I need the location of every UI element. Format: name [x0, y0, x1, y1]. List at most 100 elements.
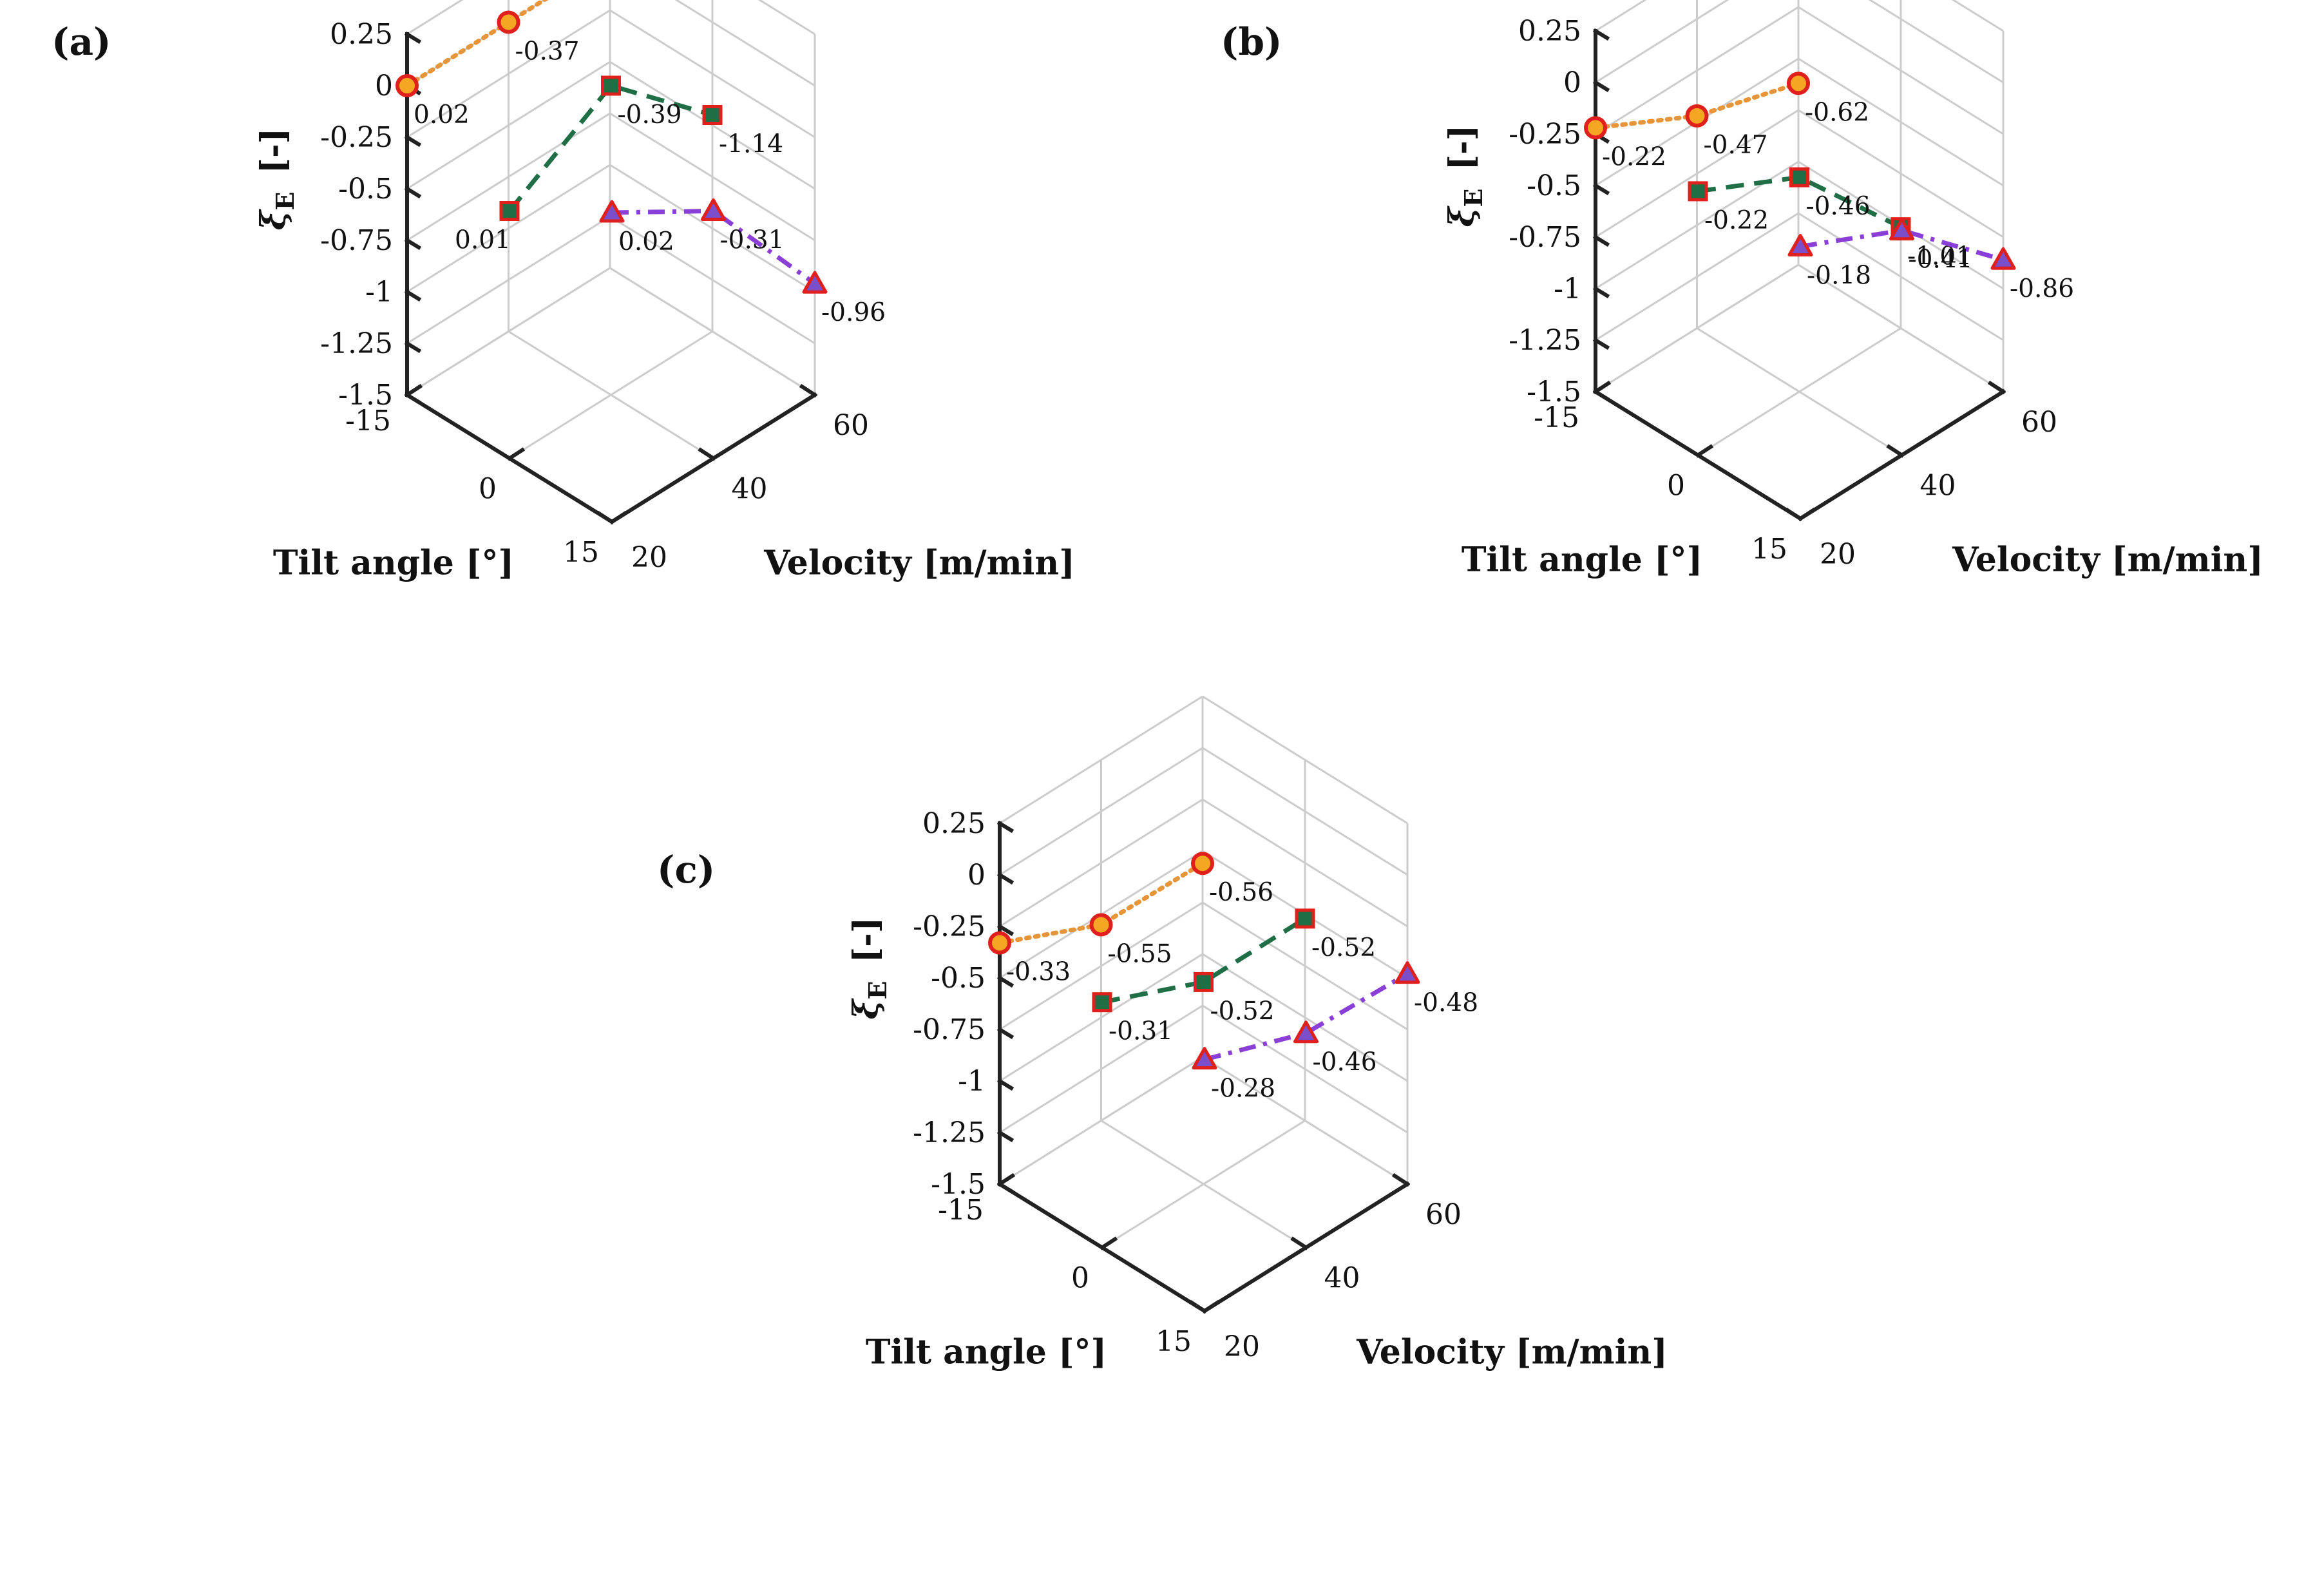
- tilt-tick-label: -15: [1534, 401, 1579, 434]
- z-tick-label: -0.5: [931, 962, 986, 995]
- data-label: -0.31: [1109, 1017, 1173, 1046]
- z-axis-symbol: ξ: [1442, 205, 1481, 227]
- data-label: 0.01: [455, 226, 511, 255]
- data-point-square: [1092, 992, 1112, 1013]
- data-label: -0.55: [1108, 940, 1172, 969]
- tilt-tick-label: -15: [345, 405, 391, 437]
- tilt-tick-mark: [506, 447, 526, 461]
- z-tick-label: -1.5: [931, 1168, 986, 1201]
- velocity-tick-label: 20: [1820, 538, 1856, 571]
- wall-grid-line: [1595, 0, 1647, 32]
- data-label: -0.48: [1414, 989, 1478, 1018]
- z-tick-mark: [1592, 285, 1610, 299]
- z-tick-mark: [996, 923, 1014, 937]
- velocity-axis-label: Velocity [m/min]: [1952, 540, 2263, 580]
- data-point-triangle: [802, 271, 828, 294]
- z-axis-suffix: [-]: [846, 917, 886, 975]
- series-dashdot: 0.02 -0.31 -0.96: [599, 198, 886, 327]
- wall-grid-line: [1951, 0, 2004, 32]
- data-point-square: [1789, 167, 1809, 187]
- z-axis-suffix: [-]: [254, 128, 293, 186]
- data-point-square: [1295, 908, 1315, 929]
- floor-grid-line: [509, 330, 713, 459]
- z-axis-symbol: ξ: [254, 208, 293, 230]
- data-point-circle: [1191, 852, 1214, 875]
- velocity-tick-mark: [1784, 507, 1804, 522]
- z-tick-label: -1.25: [320, 327, 393, 360]
- z-axis-label: ξE [-]: [1442, 125, 1488, 227]
- data-point-triangle: [1787, 234, 1813, 257]
- z-tick-label: -1: [958, 1065, 986, 1098]
- tilt-tick-mark: [1695, 444, 1714, 458]
- z-tick-label: -0.75: [913, 1013, 986, 1046]
- series-line: [611, 208, 817, 286]
- tilt-tick-label: 15: [1751, 533, 1787, 566]
- z-tick-mark: [1592, 234, 1610, 247]
- z-tick-label: 0: [967, 859, 986, 892]
- z-tick-mark: [1592, 28, 1610, 41]
- data-point-circle: [988, 931, 1011, 955]
- tilt-tick-mark: [1797, 507, 1816, 522]
- velocity-tick-label: 40: [1920, 470, 1956, 502]
- velocity-tick-label: 60: [833, 409, 869, 442]
- tilt-tick-mark: [609, 510, 628, 525]
- z-tick-label: 0.25: [1518, 15, 1581, 48]
- tilt-axis-label: Tilt angle [°]: [866, 1333, 1107, 1372]
- z-tick-mark: [404, 289, 422, 302]
- data-point-square: [702, 105, 723, 125]
- z-tick-label: -0.25: [1509, 118, 1581, 151]
- data-label: -0.41: [1909, 245, 1973, 274]
- velocity-tick-label: 60: [1425, 1198, 1462, 1231]
- tilt-axis-label: Tilt angle [°]: [273, 544, 514, 583]
- z-axis-subscript: E: [271, 192, 300, 211]
- z-tick-mark: [404, 186, 422, 199]
- chart-panel-1: (a) 20 40 60 -15 0 15 0.25 0 -0.25 -0.5 -0.75 -1 -1.2…: [52, 0, 1075, 583]
- velocity-tick-mark: [1188, 1299, 1208, 1314]
- z-tick-mark: [996, 1078, 1014, 1091]
- data-point-triangle: [1990, 247, 2016, 270]
- z-tick-mark: [404, 31, 422, 44]
- data-point-circle: [1584, 116, 1607, 140]
- series-dashed: -0.22 -0.46 -1.01: [1688, 167, 1972, 271]
- data-label: -0.46: [1313, 1048, 1377, 1077]
- velocity-tick-mark: [1391, 1172, 1411, 1187]
- z-tick-mark: [1592, 337, 1610, 350]
- data-label: -0.56: [1209, 878, 1273, 907]
- data-label: -0.28: [1211, 1075, 1275, 1104]
- data-point-square: [499, 201, 520, 221]
- z-tick-label: -0.25: [320, 121, 393, 154]
- series-dashed: -0.31 -0.52 -0.52: [1092, 908, 1376, 1046]
- z-tick-mark: [1592, 182, 1610, 196]
- data-point-circle: [1685, 104, 1709, 128]
- z-tick-label: -0.5: [338, 173, 393, 206]
- panel-tag: (c): [657, 848, 715, 892]
- data-label: 0.02: [618, 227, 674, 256]
- data-point-triangle: [1293, 1020, 1319, 1044]
- panel-tag: (a): [52, 20, 111, 64]
- data-point-square: [1688, 181, 1708, 202]
- z-axis-suffix: [-]: [1442, 125, 1481, 182]
- data-label: -0.96: [821, 298, 886, 327]
- series-line: [508, 82, 713, 213]
- data-label: -0.52: [1311, 933, 1376, 962]
- tilt-tick-label: 15: [1156, 1325, 1192, 1358]
- axes: [996, 820, 1411, 1314]
- tilt-axis-label: Tilt angle [°]: [1462, 540, 1702, 580]
- tilt-tick-mark: [996, 1172, 1016, 1187]
- z-tick-mark: [996, 1026, 1014, 1040]
- data-label: -0.62: [1805, 98, 1869, 127]
- data-label: -1.26: [616, 0, 681, 3]
- velocity-tick-label: 60: [2021, 406, 2057, 439]
- z-tick-label: -0.5: [1527, 169, 1581, 202]
- chart-panel-2: (b) 20 40 60 -15 0 15 0.25 0 -0.25 -0.5 -0.75 -1 -1.2…: [1221, 0, 2263, 580]
- velocity-tick-mark: [596, 510, 615, 525]
- tilt-tick-mark: [1592, 380, 1612, 395]
- z-tick-label: -0.25: [913, 910, 986, 943]
- data-point-square: [601, 75, 621, 96]
- z-tick-label: 0: [1563, 66, 1581, 99]
- z-axis-subscript: E: [863, 981, 892, 1000]
- z-tick-label: 0.25: [922, 807, 986, 840]
- series-line: [1204, 971, 1409, 1062]
- z-axis-symbol: ξ: [846, 997, 886, 1019]
